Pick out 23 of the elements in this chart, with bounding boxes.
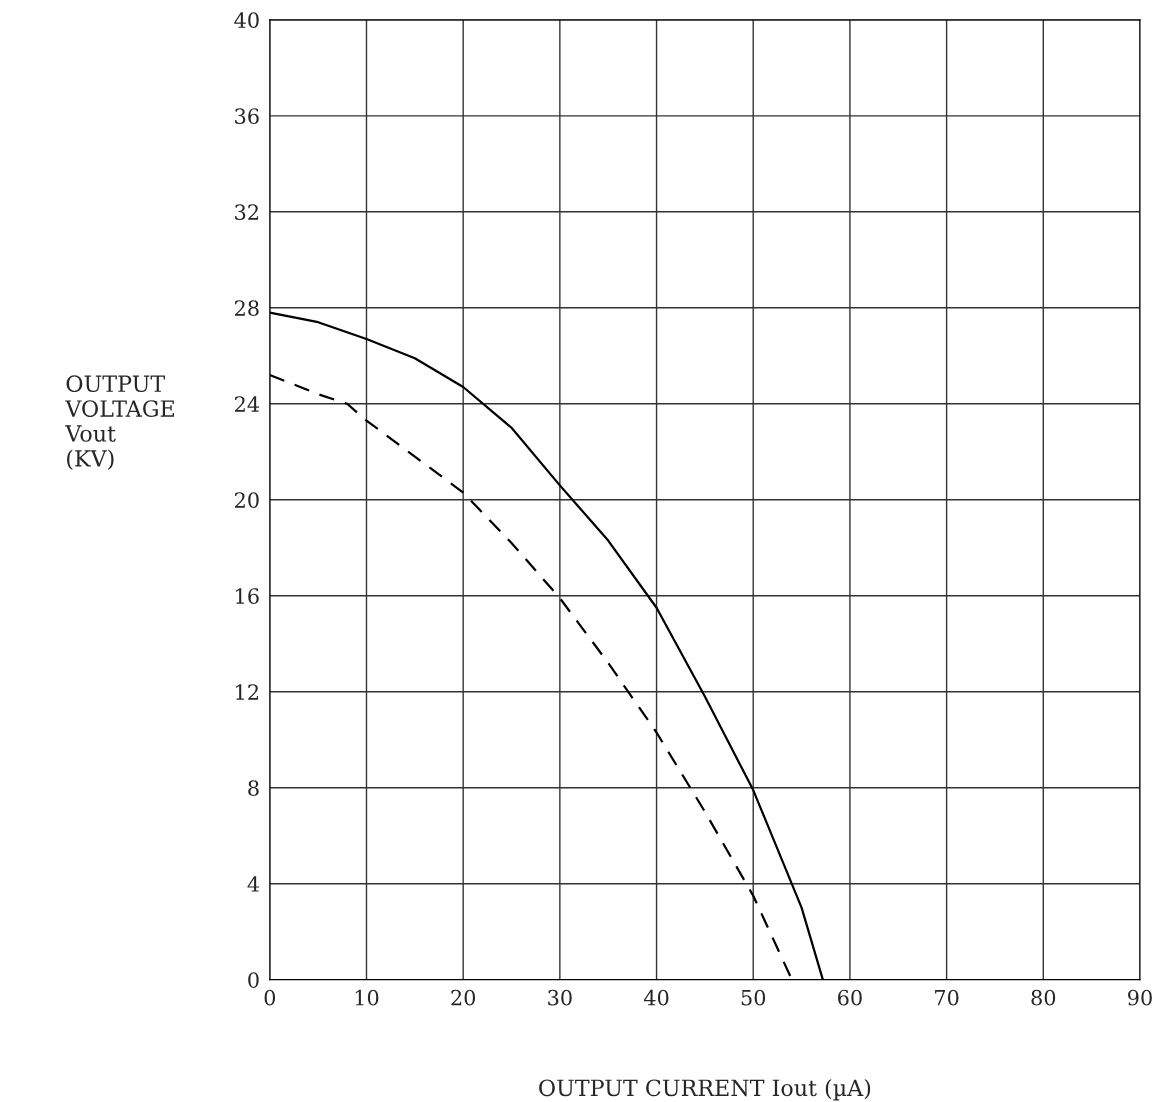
y-axis-title: OUTPUT VOLTAGE Vout (KV): [65, 375, 174, 470]
x-axis-title: OUTPUT CURRENT Iout (µA): [539, 1079, 871, 1101]
y-tick-label: 0: [248, 972, 259, 988]
y-tick-label: 12: [236, 684, 259, 700]
x-tick-label: 40: [643, 989, 669, 1006]
x-tick-label: 90: [1128, 989, 1152, 1006]
x-tick-label: 60: [838, 989, 862, 1006]
x-tick-label: 0: [264, 989, 276, 1006]
y-tick-label: 36: [235, 108, 259, 125]
y-tick-label: 4: [247, 876, 260, 892]
x-tick-label: 50: [741, 989, 766, 1006]
y-tick-label: 20: [234, 492, 259, 508]
y-tick-label: 16: [236, 588, 259, 604]
x-tick-label: 80: [1031, 989, 1056, 1006]
x-tick-label: 20: [451, 989, 476, 1006]
y-tick-label: 28: [234, 300, 259, 316]
y-tick-label: 32: [235, 204, 259, 221]
x-tick-label: 10: [355, 989, 379, 1006]
x-tick-label: 70: [935, 989, 959, 1006]
y-tick-label: 40: [234, 12, 259, 29]
x-tick-label: 30: [548, 989, 572, 1006]
y-tick-label: 8: [248, 780, 259, 796]
y-tick-label: 24: [234, 396, 260, 412]
